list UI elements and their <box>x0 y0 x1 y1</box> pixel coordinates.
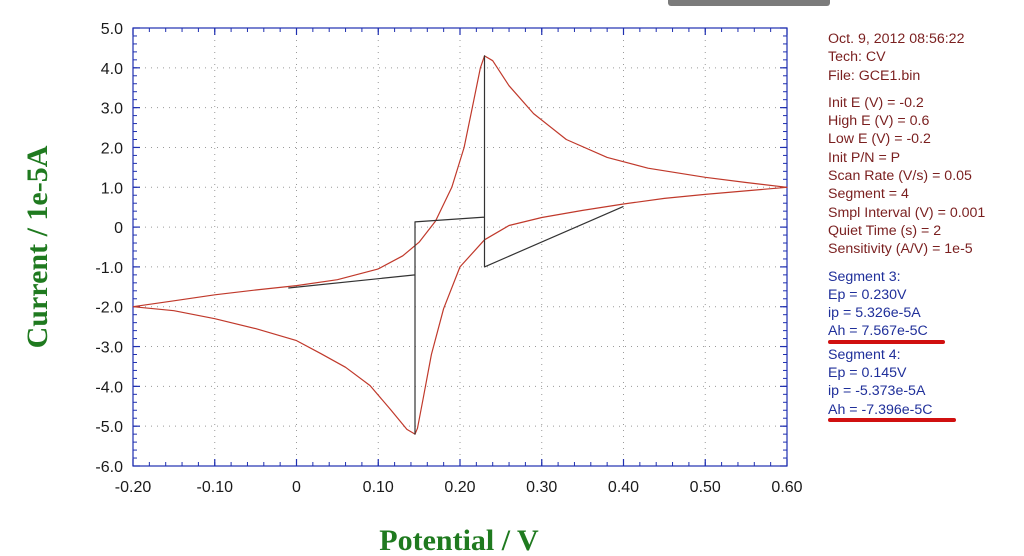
x-tick-label: -0.20 <box>115 479 152 496</box>
x-tick-label: 0.20 <box>444 479 475 496</box>
info-parameters: Init E (V) = -0.2 High E (V) = 0.6 Low E… <box>828 94 985 259</box>
y-tick-label: 0 <box>114 220 123 237</box>
y-tick-label: 2.0 <box>101 140 123 157</box>
param-high-e: High E (V) = 0.6 <box>828 113 930 130</box>
x-tick-label: -0.10 <box>197 479 234 496</box>
param-low-e: Low E (V) = -0.2 <box>828 131 931 148</box>
segment3-ep: Ep = 0.230V <box>828 286 907 303</box>
cv-curve-line <box>132 55 788 435</box>
x-tick-label: 0.30 <box>526 479 557 496</box>
y-tick-label: 3.0 <box>101 101 123 118</box>
segment3-red-underline <box>828 339 945 344</box>
y-tick-label: 4.0 <box>101 61 123 78</box>
y-tick-label: -5.0 <box>95 419 123 436</box>
baseline-line <box>288 55 624 435</box>
info-panel: Oct. 9, 2012 08:56:22 Tech: CV File: GCE… <box>828 30 985 424</box>
info-header: Oct. 9, 2012 08:56:22 Tech: CV File: GCE… <box>828 30 985 85</box>
param-smpl-interval: Smpl Interval (V) = 0.001 <box>828 204 986 221</box>
y-axis-title: Current / 1e-5A <box>21 145 54 348</box>
param-quiet-time: Quiet Time (s) = 2 <box>828 222 942 239</box>
x-tick-label: 0 <box>292 479 301 496</box>
info-file: File: GCE1.bin <box>828 67 921 84</box>
param-scan-rate: Scan Rate (V/s) = 0.05 <box>828 168 972 185</box>
y-tick-label: -3.0 <box>95 340 123 357</box>
axis-ticks <box>132 27 788 467</box>
y-tick-label: 1.0 <box>101 180 123 197</box>
series-group <box>132 55 788 435</box>
param-init-e: Init E (V) = -0.2 <box>828 94 924 111</box>
x-tick-label: 0.40 <box>608 479 639 496</box>
info-tech: Tech: CV <box>828 49 886 66</box>
segment4-results: Segment 4: Ep = 0.145V ip = -5.373e-5A A… <box>828 346 985 422</box>
x-axis-title: Potential / V <box>379 524 539 556</box>
segment3-ah: Ah = 7.567e-5C <box>828 323 928 340</box>
x-tick-label: 0.60 <box>771 479 802 496</box>
y-tick-label: -1.0 <box>95 260 123 277</box>
param-init-pn: Init P/N = P <box>828 149 901 166</box>
segment4-ep: Ep = 0.145V <box>828 365 907 382</box>
toolbar-fragment <box>668 0 830 6</box>
x-tick-label: 0.50 <box>690 479 721 496</box>
y-tick-label: -4.0 <box>95 379 123 396</box>
param-segment: Segment = 4 <box>828 186 909 203</box>
info-timestamp: Oct. 9, 2012 08:56:22 <box>828 31 965 47</box>
segment4-title: Segment 4: <box>828 346 901 363</box>
segment3-ip: ip = 5.326e-5A <box>828 305 921 322</box>
x-tick-label: 0.10 <box>363 479 394 496</box>
segment4-ip: ip = -5.373e-5A <box>828 383 926 400</box>
segment4-red-underline <box>828 417 956 422</box>
segment4-ah: Ah = -7.396e-5C <box>828 401 933 418</box>
tick-labels: -0.20 -0.10 0 0.10 0.20 0.30 0.40 0.50 0.60 5.0 4.… <box>95 21 802 496</box>
y-tick-label: -6.0 <box>95 459 123 476</box>
param-sensitivity: Sensitivity (A/V) = 1e-5 <box>828 241 973 258</box>
grid-lines <box>133 28 787 466</box>
y-tick-label: -2.0 <box>95 300 123 317</box>
segment3-title: Segment 3: <box>828 268 901 285</box>
segment3-results: Segment 3: Ep = 0.230V ip = 5.326e-5A Ah… <box>828 268 985 344</box>
y-tick-label: 5.0 <box>101 21 123 38</box>
